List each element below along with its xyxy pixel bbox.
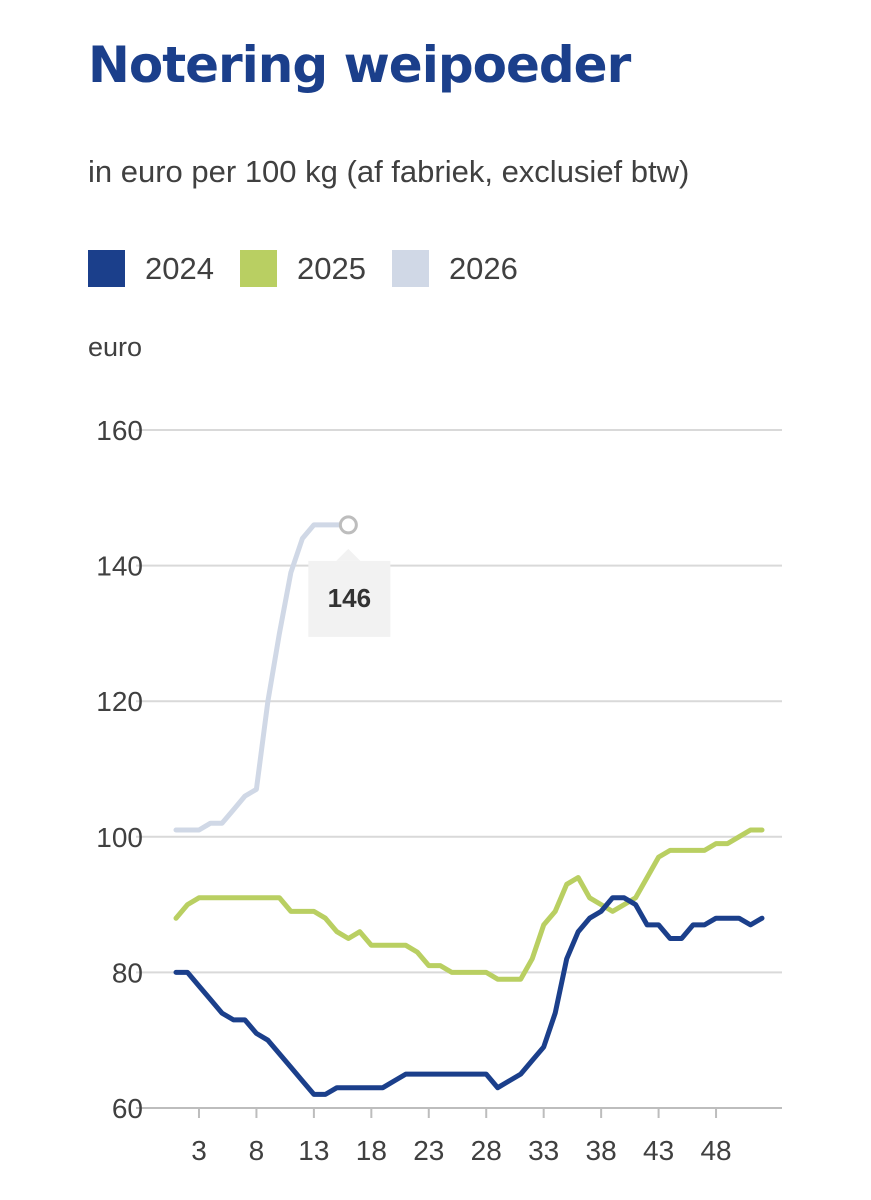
y-axis-ticks: 60 80 100 120 140 160 [96,415,143,1124]
chart-title: Notering weipoeder [88,36,631,94]
tooltip-pointer [336,548,361,561]
x-tick-38: 38 [586,1135,617,1166]
legend-label-2024: 2024 [145,250,214,286]
x-tick-18: 18 [356,1135,387,1166]
series-lines [173,522,765,1097]
legend-label-2025: 2025 [296,250,366,286]
legend-swatch-2024 [88,250,125,287]
y-tick-160: 160 [96,415,143,446]
y-tick-100: 100 [96,822,143,853]
tooltip-marker [338,515,358,535]
y-tick-140: 140 [96,551,143,582]
tooltip-value: 146 [328,583,371,613]
gridlines [136,429,782,1109]
legend-label-2026: 2026 [448,250,518,286]
x-tick-28: 28 [471,1135,502,1166]
legend: 2024 2025 2026 [88,250,544,287]
x-tick-13: 13 [298,1135,329,1166]
legend-item-2025[interactable]: 2025 [239,250,366,287]
chart-subtitle: in euro per 100 kg (af fabriek, exclusie… [88,154,690,189]
x-tick-48: 48 [700,1135,731,1166]
y-axis-unit-label: euro [88,332,142,362]
x-tick-33: 33 [528,1135,559,1166]
x-tick-23: 23 [413,1135,444,1166]
legend-item-2024[interactable]: 2024 [88,250,214,287]
legend-swatch-2025 [239,250,277,287]
x-tick-8: 8 [249,1135,265,1166]
legend-item-2026[interactable]: 2026 [391,250,518,287]
series-line-2025 [173,827,765,982]
y-tick-60: 60 [112,1093,143,1124]
x-tick-43: 43 [643,1135,674,1166]
series-line-2024 [173,895,765,1097]
x-tick-3: 3 [191,1135,207,1166]
y-tick-120: 120 [96,686,143,717]
x-axis-ticks: 3 8 13 18 23 28 33 38 43 48 [191,1108,732,1166]
tooltip: 146 [308,515,391,637]
series-line-2026 [173,522,351,833]
tooltip-box [308,560,391,637]
legend-swatch-2026 [391,250,429,287]
y-tick-80: 80 [112,957,143,988]
